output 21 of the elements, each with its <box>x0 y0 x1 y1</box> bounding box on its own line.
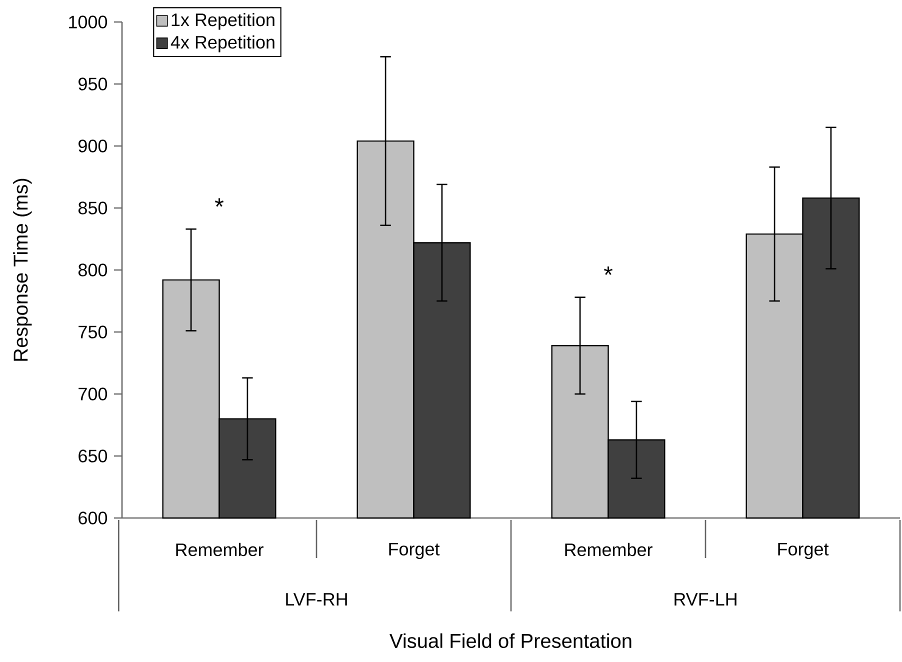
y-tick-label: 750 <box>78 326 108 338</box>
x-tick-label: Remember <box>565 542 652 556</box>
x-tick-label: Forget <box>389 542 440 560</box>
annotation: * <box>214 198 224 207</box>
legend-label: 4x Repetition <box>170 35 274 52</box>
y-tick-label: 800 <box>78 264 108 276</box>
x-tick-label: Remember <box>176 542 264 556</box>
y-tick-label: 600 <box>78 512 108 524</box>
annotation: * <box>604 266 613 275</box>
x-axis-title: Visual Field of Presentation <box>390 633 632 648</box>
y-tick-label: 1000 <box>69 16 108 28</box>
y-tick-label: 850 <box>78 202 108 214</box>
text: LVF-RH <box>286 593 347 606</box>
y-tick-label: 700 <box>78 388 108 400</box>
x-tick-label: Forget <box>778 542 829 560</box>
legend-label: 1x Repetition <box>172 12 274 30</box>
y-axis-title: Response Time (ms) <box>13 178 32 361</box>
y-tick-label: 950 <box>78 78 108 90</box>
y-tick-label: 650 <box>78 450 108 462</box>
y-tick-label: 900 <box>78 140 108 152</box>
text: RVF-LH <box>674 593 736 606</box>
